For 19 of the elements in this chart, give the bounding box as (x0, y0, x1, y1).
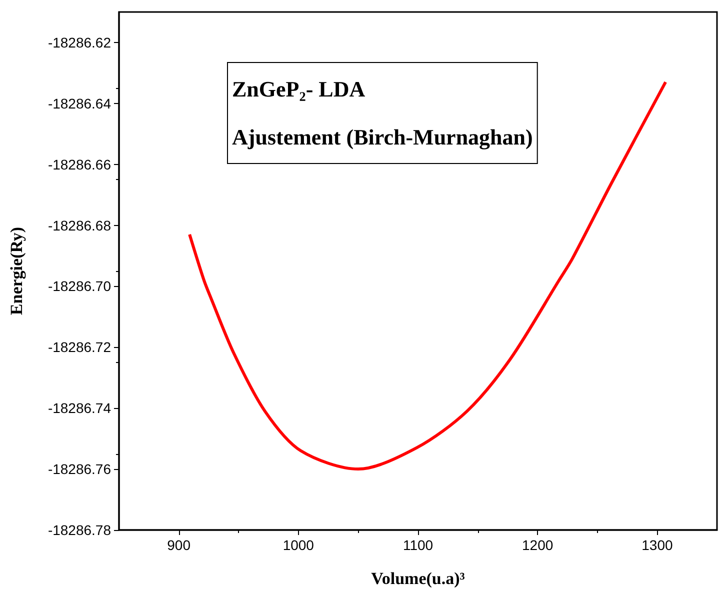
x-tick-label: 1000 (282, 537, 314, 553)
y-tick-label: -18286.68 (48, 217, 112, 234)
y-axis-title: Energie(Ry) (7, 226, 26, 316)
y-tick-label: -18286.76 (48, 461, 112, 478)
y-tick-label: -18286.72 (48, 339, 112, 356)
y-tick-label: -18286.64 (48, 95, 112, 112)
y-tick-label: -18286.70 (48, 278, 112, 294)
x-tick-label: 1300 (642, 537, 673, 553)
x-tick-label: 1200 (522, 537, 554, 553)
y-tick-label: -18286.62 (48, 34, 112, 50)
y-tick-label: -18286.74 (48, 400, 112, 416)
x-tick-label: 1100 (402, 537, 434, 553)
annotation: ZnGeP₂- LDA (232, 76, 366, 102)
line-series (188, 80, 668, 471)
x-axis-title: Volume(u.a)³ (371, 569, 465, 588)
annotation: Ajustement (Birch-Murnaghan) (232, 124, 533, 150)
y-tick-label: -18286.66 (48, 156, 112, 172)
y-tick-label: -18286.78 (48, 522, 112, 538)
x-tick-label: 900 (167, 537, 191, 553)
